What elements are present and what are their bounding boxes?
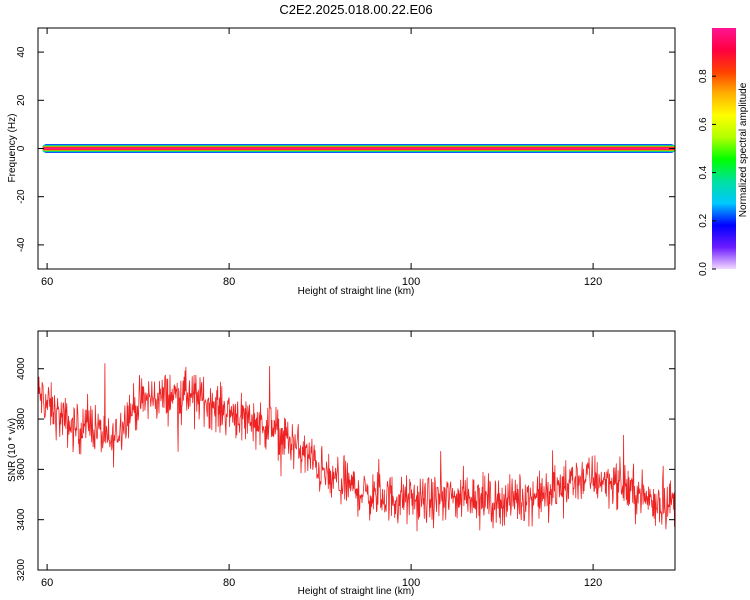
colorbar-tick-label: 0.6 xyxy=(698,117,709,131)
spectrogram-x-tick-label: 100 xyxy=(402,276,420,288)
spectrogram-panel: 60 80 100 120 -40 -20 0 20 40 Height of straight… xyxy=(7,27,676,297)
snr-y-axis-label: SNR (10 * v/v) xyxy=(7,418,18,482)
snr-x-axis-label: Height of straight line (km) xyxy=(298,586,415,597)
snr-series-path xyxy=(37,363,676,532)
spectrogram-ticks: 60 80 100 120 -40 -20 0 20 40 xyxy=(16,28,675,288)
snr-y-tick-label: 3400 xyxy=(16,508,27,531)
spectrogram-x-tick-label: 120 xyxy=(584,276,602,288)
spectrogram-x-tick-label: 80 xyxy=(223,276,235,288)
snr-series-line xyxy=(37,363,676,532)
spectrogram-y-tick-label: 0 xyxy=(16,145,27,151)
spectrogram-x-tick-label: 60 xyxy=(41,276,53,288)
figure-title: C2E2.2025.018.00.22.E06 xyxy=(279,2,432,17)
snr-x-tick-label: 80 xyxy=(223,577,235,589)
snr-y-tick-label: 3600 xyxy=(16,458,27,481)
snr-frame xyxy=(37,330,676,571)
spectrogram-y-tick-label: -20 xyxy=(16,189,27,204)
colorbar-label: Normalized spectral amplitude xyxy=(738,82,749,217)
spectrogram-x-axis-label: Height of straight line (km) xyxy=(298,286,415,297)
colorbar-tick-label: 0.8 xyxy=(698,69,709,83)
colorbar-gradient xyxy=(712,28,736,269)
snr-x-tick-label: 100 xyxy=(402,577,420,589)
spectrogram-heatmap xyxy=(42,144,676,153)
colorbar-tick-label: 0.2 xyxy=(698,213,709,227)
colorbar-tick-label: 0.0 xyxy=(698,262,709,276)
snr-y-tick-label: 4000 xyxy=(16,357,27,380)
snr-panel: 60 80 100 120 3200 3400 3600 3800 4000 Height of… xyxy=(7,330,676,597)
snr-y-tick-label: 3200 xyxy=(16,558,27,581)
snr-x-tick-label: 60 xyxy=(41,577,53,589)
spectrogram-y-tick-label: 40 xyxy=(16,46,27,58)
colorbar-tick-label: 0.4 xyxy=(698,165,709,179)
spectrogram-y-tick-label: -40 xyxy=(16,237,27,252)
colorbar-ticks: 0.0 0.2 0.4 0.6 0.8 xyxy=(698,69,716,276)
spectrogram-y-tick-label: 20 xyxy=(16,94,27,106)
spectrogram-y-axis-label: Frequency (Hz) xyxy=(7,114,18,183)
colorbar: 0.0 0.2 0.4 0.6 0.8 Normalized spectral ampl… xyxy=(698,28,749,276)
heatmap-band-layer-6 xyxy=(42,148,676,149)
snr-ticks: 60 80 100 120 3200 3400 3600 3800 4000 xyxy=(16,331,675,589)
snr-x-tick-label: 120 xyxy=(584,577,602,589)
snr-y-tick-label: 3800 xyxy=(16,407,27,430)
